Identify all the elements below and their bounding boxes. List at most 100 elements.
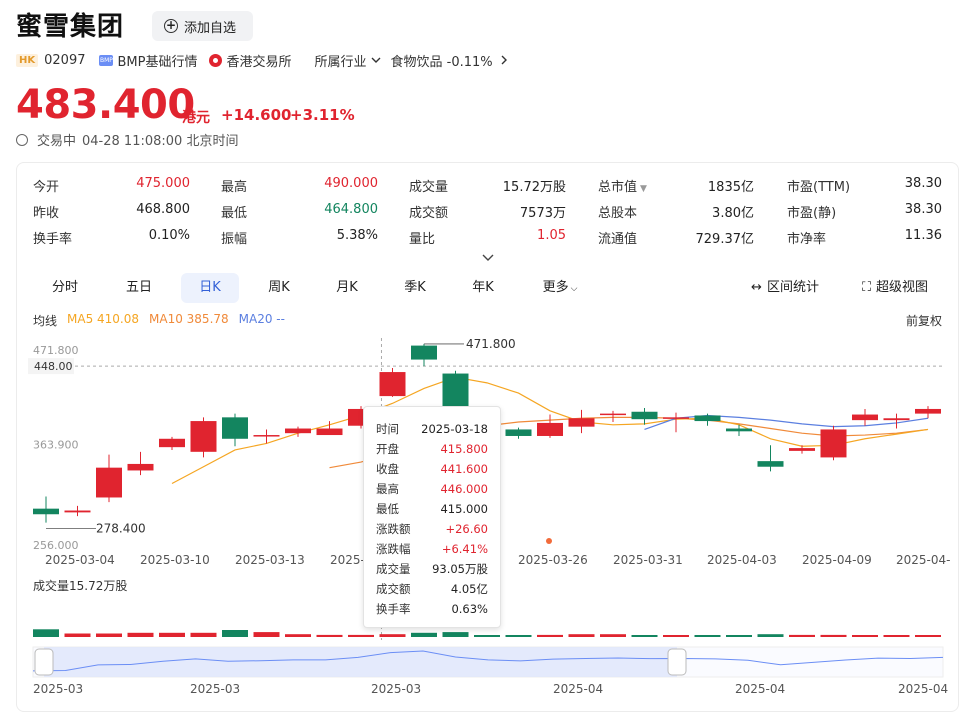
navigator-label: 2025-03 [371, 682, 421, 696]
tab-daily-k[interactable]: 日K [181, 273, 239, 303]
volume-bar [915, 635, 941, 637]
candle-body [127, 463, 154, 471]
tooltip-key: 时间 [376, 422, 399, 436]
x-tick-label: 2025-04-09 [802, 553, 872, 567]
x-tick-label: 2025-04- [896, 553, 950, 567]
candle-body [411, 345, 437, 360]
stat-pe-static-label: 市盈(静) [787, 206, 837, 221]
stat-mktcap-label[interactable]: 总市值 ▼ [598, 180, 647, 195]
market-badge: HK [16, 53, 39, 67]
volume-bar [96, 633, 122, 637]
adjust-toggle[interactable]: 前复权 [906, 314, 943, 328]
volume-bar [568, 634, 595, 637]
candle-body [537, 422, 563, 436]
expand-stats-icon[interactable] [481, 252, 495, 264]
kline-tooltip: 时间 2025-03-18 开盘 415.800 收盘 441.600 最高 446.000 最… [363, 406, 501, 628]
tab-five-day[interactable]: 五日 [125, 280, 152, 295]
navigator-label: 2025-03 [190, 682, 240, 696]
volume-bar [411, 632, 437, 637]
stock-code: 02097 [44, 52, 86, 68]
volume-bar [726, 635, 752, 637]
stat-pb-value: 11.36 [904, 228, 942, 243]
volume-label: 成交量15.72万股 [33, 579, 128, 593]
candle-body [96, 467, 122, 498]
tab-more[interactable]: 更多 ⌵ [542, 280, 578, 295]
tooltip-key: 换手率 [376, 602, 411, 616]
add-watchlist-button[interactable]: + 添加自选 [152, 11, 253, 41]
candle-body [568, 418, 595, 427]
tooltip-value: 93.05万股 [432, 562, 488, 576]
candle-body [852, 414, 878, 421]
stat-vol-ratio-value: 1.05 [537, 228, 566, 243]
tooltip-key: 最低 [376, 502, 399, 516]
candle-body [915, 408, 941, 414]
candle-body [159, 438, 185, 448]
tab-intraday[interactable]: 分时 [51, 280, 78, 295]
chevron-right-icon[interactable] [497, 53, 511, 67]
navigator-window [44, 647, 677, 677]
industry-value[interactable]: 食物饮品 -0.11% [390, 54, 493, 70]
ma20-line [644, 414, 929, 431]
tooltip-row: 成交额 4.05亿 [376, 579, 488, 599]
plus-icon: + [164, 18, 178, 33]
bmp-label[interactable]: BMP基础行情 [117, 54, 198, 70]
stat-amp-label: 振幅 [221, 232, 248, 247]
tooltip-row: 最高 446.000 [376, 479, 488, 499]
candle-body [505, 429, 532, 436]
ma20-value: MA20 -- [238, 312, 285, 326]
candle-body [694, 415, 721, 422]
stat-shares-label: 总股本 [598, 206, 638, 221]
tooltip-value: 446.000 [440, 482, 488, 496]
tooltip-row: 时间 2025-03-18 [376, 419, 488, 439]
tooltip-value: 2025-03-18 [421, 422, 488, 436]
stat-turnover-value: 7573万 [519, 206, 566, 221]
volume-bar [852, 635, 878, 637]
navigator-label: 2025-04 [553, 682, 603, 696]
stat-prev-value: 468.800 [136, 202, 190, 217]
trade-status: 交易中 [37, 134, 77, 149]
add-watchlist-label: 添加自选 [184, 20, 237, 36]
y-tick-label: 363.900 [33, 438, 79, 451]
candle-body [631, 411, 658, 420]
super-view-button[interactable]: ⛶ 超级视图 [861, 280, 929, 295]
chevron-down-icon[interactable] [369, 53, 383, 67]
stat-pe-ttm-value: 38.30 [904, 176, 942, 191]
tooltip-key: 开盘 [376, 442, 399, 456]
stat-open-label: 今开 [33, 180, 60, 195]
tab-weekly-k[interactable]: 周K [268, 280, 290, 295]
stat-low-value: 464.800 [324, 202, 378, 217]
tooltip-row: 成交量 93.05万股 [376, 559, 488, 579]
y-tick-label: 256.000 [33, 539, 79, 552]
volume-bar [348, 634, 374, 637]
current-marker [546, 538, 552, 544]
tooltip-key: 涨跌额 [376, 522, 411, 536]
navigator-label: 2025-04 [735, 682, 785, 696]
volume-bar [789, 634, 815, 637]
tab-monthly-k[interactable]: 月K [336, 280, 358, 295]
candle-body [253, 435, 280, 437]
tooltip-value: 441.600 [440, 462, 488, 476]
x-tick-label: 2025-03-04 [45, 553, 115, 567]
volume-bar [379, 634, 406, 637]
tab-quarterly-k[interactable]: 季K [404, 280, 426, 295]
tooltip-row: 涨跌幅 +6.41% [376, 539, 488, 559]
volume-bar [159, 632, 185, 637]
tooltip-value: 0.63% [451, 602, 488, 616]
range-stats-button[interactable]: ↔ 区间统计 [751, 280, 819, 295]
candle-body [757, 461, 784, 467]
tooltip-value: +6.41% [441, 542, 488, 556]
volume-bar [64, 633, 91, 637]
industry-dropdown[interactable]: 所属行业 [314, 54, 367, 70]
stat-pe-ttm-label: 市盈(TTM) [787, 180, 851, 195]
tab-yearly-k[interactable]: 年K [472, 280, 494, 295]
candle-body [600, 413, 626, 416]
navigator-handle[interactable] [34, 648, 54, 676]
price-change-percent: +3.11% [290, 106, 355, 124]
trade-time: 04-28 11:08:00 北京时间 [82, 134, 239, 149]
navigator-handle[interactable] [667, 648, 687, 676]
stat-amp-value: 5.38% [336, 228, 378, 243]
navigator-line [32, 650, 944, 672]
tooltip-key: 收盘 [376, 462, 399, 476]
volume-bar [631, 635, 658, 637]
